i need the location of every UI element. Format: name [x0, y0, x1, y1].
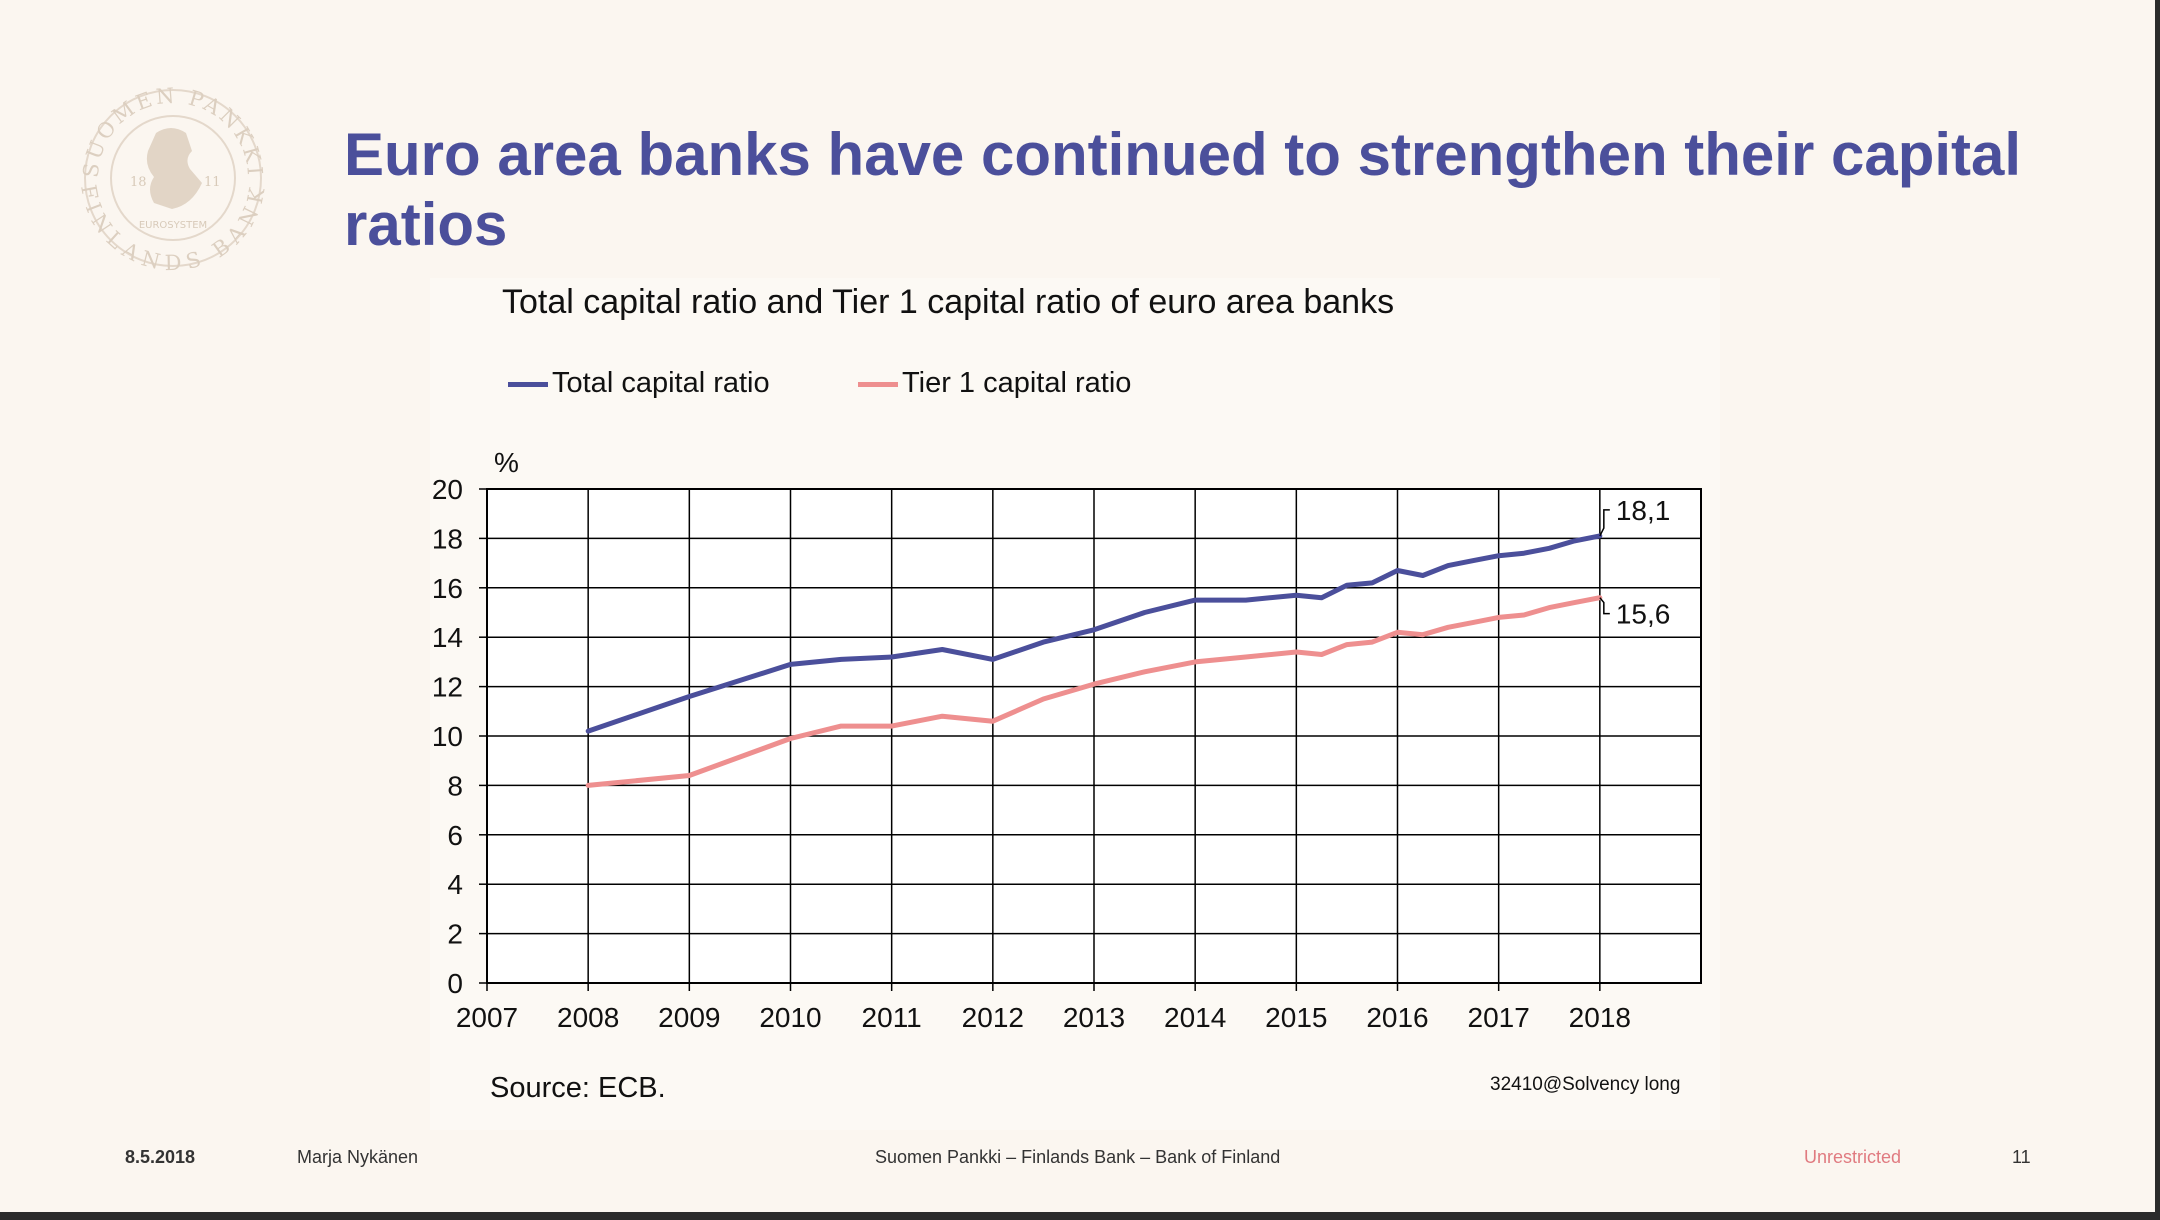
chart-source: Source: ECB.: [490, 1072, 666, 1104]
bank-of-finland-seal-icon: SUOMEN PANKKI FINLANDS BANK 18 11 EUROSY…: [78, 83, 267, 275]
x-tick-label: 2014: [1164, 1002, 1226, 1033]
series-line-tier1: [585, 595, 1603, 788]
y-axis-label: %: [494, 447, 519, 478]
y-tick-label: 12: [432, 672, 463, 703]
series-line-total: [585, 533, 1603, 734]
chart-code: 32410@Solvency long: [1490, 1074, 1681, 1095]
chart-title: Total capital ratio and Tier 1 capital r…: [502, 283, 1395, 321]
seal-year-right: 11: [204, 175, 221, 190]
y-tick-label: 6: [447, 820, 463, 851]
y-tick-label: 20: [432, 474, 463, 505]
footer-organization: Suomen Pankki – Finlands Bank – Bank of …: [875, 1147, 1281, 1167]
footer-page-number: 11: [2012, 1147, 2031, 1167]
x-tick-label: 2012: [962, 1002, 1024, 1033]
x-tick-label: 2017: [1468, 1002, 1530, 1033]
x-tick-label: 2011: [862, 1002, 922, 1033]
legend-item-total: Total capital ratio: [508, 367, 770, 400]
footer-author: Marja Nykänen: [297, 1147, 419, 1167]
end-label-leader: [1599, 597, 1610, 615]
end-label-leader: [1599, 509, 1610, 537]
y-tick-label: 8: [447, 770, 463, 801]
x-tick-label: 2013: [1063, 1002, 1125, 1033]
y-tick-label: 0: [447, 968, 463, 999]
x-tick-label: 2016: [1366, 1002, 1428, 1033]
y-tick-label: 16: [432, 573, 463, 604]
legend-label-tier1: Tier 1 capital ratio: [902, 367, 1132, 399]
footer-classification: Unrestricted: [1804, 1147, 1902, 1167]
slide-headline: Euro area banks have continued to streng…: [344, 121, 2022, 258]
footer-date: 8.5.2018: [125, 1147, 196, 1167]
legend-item-tier1: Tier 1 capital ratio: [858, 367, 1131, 400]
x-tick-label: 2008: [557, 1002, 619, 1033]
y-tick-label: 2: [447, 919, 463, 950]
end-value-label: 15,6: [1616, 599, 1671, 630]
y-tick-label: 10: [432, 721, 463, 752]
x-tick-label: 2018: [1569, 1002, 1631, 1033]
x-tick-label: 2009: [658, 1002, 720, 1033]
seal-year-left: 18: [130, 175, 147, 190]
legend-swatch-tier1: [858, 381, 898, 387]
x-tick-label: 2015: [1265, 1002, 1327, 1033]
end-value-label: 18,1: [1616, 495, 1671, 526]
y-tick-label: 4: [447, 869, 463, 900]
seal-inner-text: EUROSYSTEM: [139, 220, 207, 231]
legend-label-total: Total capital ratio: [552, 367, 770, 399]
legend-swatch-total: [508, 381, 548, 387]
y-tick-label: 14: [432, 622, 463, 653]
x-tick-label: 2010: [759, 1002, 821, 1033]
x-tick-label: 2007: [456, 1002, 518, 1033]
y-tick-label: 18: [432, 523, 463, 554]
